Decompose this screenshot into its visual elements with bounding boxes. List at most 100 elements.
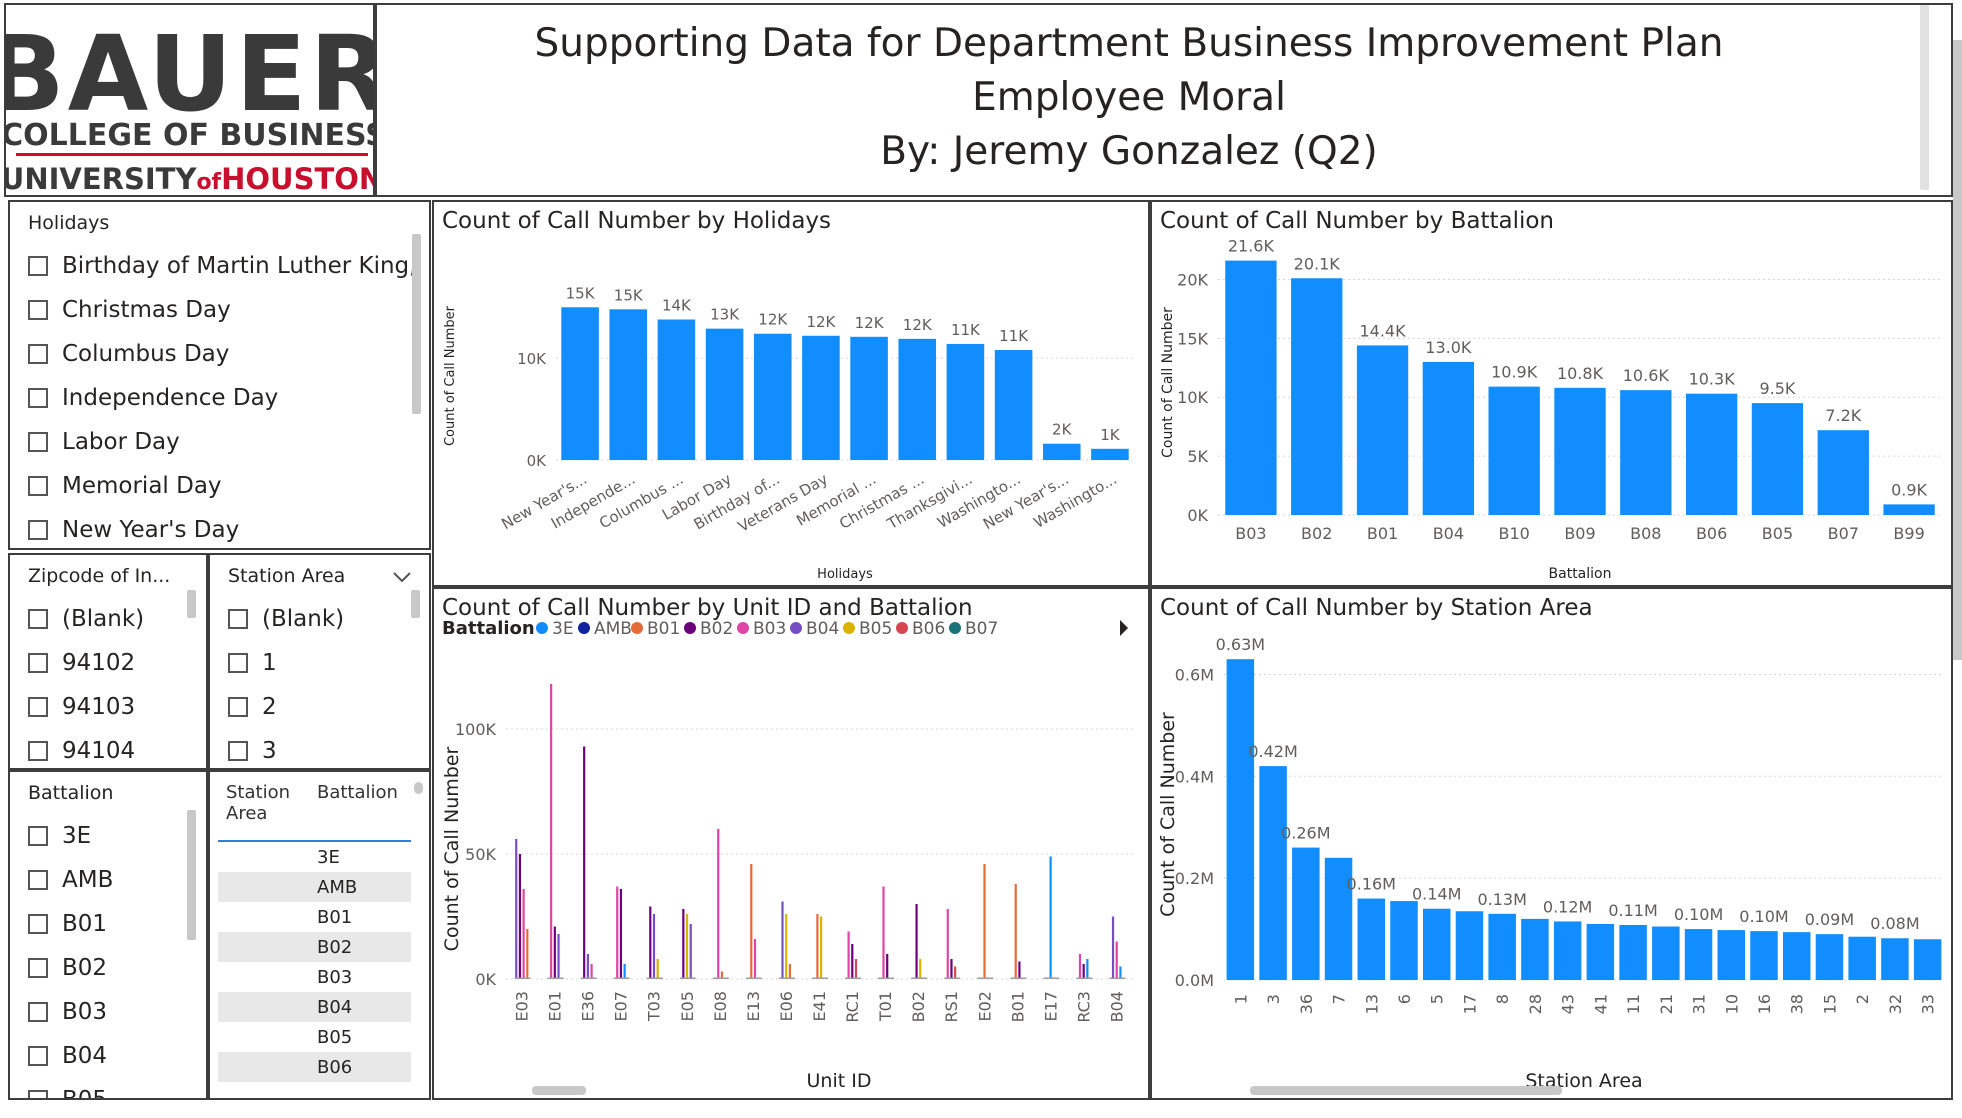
holidays-list: Birthday of Martin Luther King, ... Chri… xyxy=(28,244,419,548)
checkbox[interactable] xyxy=(28,609,48,629)
zipcode-label: 94104 xyxy=(62,738,136,764)
table-cell-battalion: B02 xyxy=(317,936,353,958)
data-label: 11K xyxy=(999,327,1029,345)
checkbox[interactable] xyxy=(28,476,48,496)
title-scrollbar[interactable] xyxy=(1920,5,1929,190)
zipcode-scrollbar[interactable] xyxy=(187,590,196,618)
battalion-item[interactable]: 3E xyxy=(28,814,196,858)
bar xyxy=(689,924,692,979)
chevron-down-icon[interactable] xyxy=(392,570,412,584)
checkbox[interactable] xyxy=(28,870,48,890)
battalion-scrollbar[interactable] xyxy=(187,810,196,940)
zipcode-item[interactable]: 94103 xyxy=(28,685,196,729)
table-body: 3E AMB B01 B02 B03 B04 B05 B06 xyxy=(218,842,411,1082)
bar xyxy=(1014,884,1017,979)
holiday-item[interactable]: Birthday of Martin Luther King, ... xyxy=(28,244,419,288)
data-label: 0.13M xyxy=(1477,890,1526,909)
bar xyxy=(586,954,589,979)
holiday-item[interactable]: Columbus Day xyxy=(28,332,419,376)
bar xyxy=(1554,387,1606,515)
battalion-item[interactable]: B04 xyxy=(28,1034,196,1078)
battalion-item[interactable]: AMB xyxy=(28,858,196,902)
battalion-item[interactable]: B02 xyxy=(28,946,196,990)
table-row[interactable]: AMB xyxy=(218,872,411,902)
bar xyxy=(1078,954,1082,979)
checkbox[interactable] xyxy=(28,1090,48,1098)
x-tick-label: 6 xyxy=(1395,994,1414,1004)
legend-marker xyxy=(684,622,696,634)
station-area-item[interactable]: 1 xyxy=(228,641,419,685)
holiday-item[interactable]: Independence Day xyxy=(28,376,419,420)
bar xyxy=(1018,961,1021,979)
station-area-item[interactable]: 2 xyxy=(228,685,419,729)
legend-marker xyxy=(843,622,855,634)
right-edge-scrollbar[interactable] xyxy=(1953,40,1962,660)
table-row[interactable]: 3E xyxy=(218,842,411,872)
table-row[interactable]: B05 xyxy=(218,1022,411,1052)
station-area-item[interactable]: 3 xyxy=(228,729,419,768)
report-title-box: Supporting Data for Department Business … xyxy=(375,3,1953,197)
chevron-path xyxy=(393,572,411,583)
table-row[interactable]: B04 xyxy=(218,992,411,1022)
checkbox[interactable] xyxy=(228,697,248,717)
logo-of-part: of xyxy=(196,170,221,195)
checkbox[interactable] xyxy=(28,256,48,276)
checkbox[interactable] xyxy=(28,826,48,846)
zipcode-item[interactable]: (Blank) xyxy=(28,597,196,641)
checkbox[interactable] xyxy=(28,653,48,673)
holiday-item[interactable]: Memorial Day xyxy=(28,464,419,508)
checkbox[interactable] xyxy=(28,1046,48,1066)
station-battalion-table: Station Area Battalion 3E AMB B01 B02 B03 B04… xyxy=(208,770,431,1100)
checkbox[interactable] xyxy=(28,1002,48,1022)
holiday-item[interactable]: New Year's Day xyxy=(28,508,419,548)
table-row[interactable]: B03 xyxy=(218,962,411,992)
station-area-bar-chart: 0.0M 0.2M 0.4M 0.6M0.63M 1 0.42M 3 0.26M 36 7 0.16… xyxy=(1157,635,1944,1095)
station-area-item[interactable]: (Blank) xyxy=(228,597,419,641)
legend-next-arrow xyxy=(1120,620,1128,636)
checkbox[interactable] xyxy=(28,344,48,364)
baseline-stub xyxy=(911,977,928,979)
checkbox[interactable] xyxy=(228,653,248,673)
table-scrollbar[interactable] xyxy=(414,782,423,794)
x-tick-label: B04 xyxy=(1433,524,1464,543)
checkbox[interactable] xyxy=(28,432,48,452)
checkbox[interactable] xyxy=(228,741,248,761)
checkbox[interactable] xyxy=(28,741,48,761)
bar xyxy=(1225,260,1277,515)
checkbox[interactable] xyxy=(28,697,48,717)
x-tick-label: 3 xyxy=(1264,994,1283,1004)
x-tick-label: 7 xyxy=(1330,994,1349,1004)
holiday-item[interactable]: Labor Day xyxy=(28,420,419,464)
bar xyxy=(1913,939,1942,980)
battalion-item[interactable]: B01 xyxy=(28,902,196,946)
bar xyxy=(685,914,689,979)
y-axis-title: Count of Call Number xyxy=(1160,307,1176,458)
y-tick-label: 15K xyxy=(1177,329,1208,348)
table-row[interactable]: B02 xyxy=(218,932,411,962)
holiday-item[interactable]: Christmas Day xyxy=(28,288,419,332)
checkbox[interactable] xyxy=(28,388,48,408)
battalion-item[interactable]: B05 xyxy=(28,1078,196,1098)
bar xyxy=(1815,934,1844,980)
station-area-scrollbar[interactable] xyxy=(411,590,420,618)
column-header-station-area[interactable]: Station Area xyxy=(226,782,290,824)
zipcode-item[interactable]: 94102 xyxy=(28,641,196,685)
table-row[interactable]: B01 xyxy=(218,902,411,932)
column-header-battalion[interactable]: Battalion xyxy=(317,782,398,803)
data-label: 11K xyxy=(951,321,981,339)
checkbox[interactable] xyxy=(28,520,48,540)
checkbox[interactable] xyxy=(228,609,248,629)
table-cell-battalion: AMB xyxy=(317,876,358,898)
holidays-scrollbar[interactable] xyxy=(412,234,421,414)
y-tick-label: 0.6M xyxy=(1175,665,1214,684)
checkbox[interactable] xyxy=(28,300,48,320)
checkbox[interactable] xyxy=(28,958,48,978)
bar xyxy=(1521,918,1549,980)
y-tick-label: 20K xyxy=(1177,270,1208,289)
zipcode-item[interactable]: 94104 xyxy=(28,729,196,768)
table-row[interactable]: B06 xyxy=(218,1052,411,1082)
bar xyxy=(850,336,888,460)
checkbox[interactable] xyxy=(28,914,48,934)
battalion-item[interactable]: B03 xyxy=(28,990,196,1034)
x-tick-label: 33 xyxy=(1919,994,1938,1014)
